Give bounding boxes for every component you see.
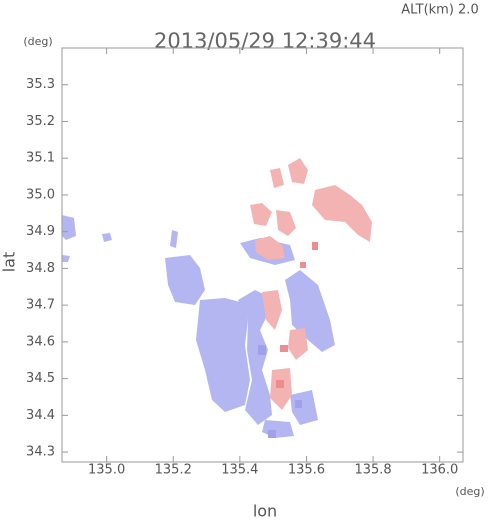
x-tick-label: 136.0 (421, 463, 458, 478)
x-tick-label: 135.8 (354, 463, 391, 478)
y-tick-label: 34.8 (26, 261, 55, 276)
altitude-annotation: ALT(km) 2.0 (401, 3, 478, 18)
y-tick-label: 35.1 (26, 151, 55, 166)
chart-title: 2013/05/29 12:39:44 (154, 29, 376, 53)
echo-field (62, 158, 372, 438)
x-tick-label: 135.6 (288, 463, 325, 478)
y-tick-label: 34.6 (26, 334, 55, 349)
y-tick-label: 34.9 (26, 224, 55, 239)
y-tick-label: 35.0 (26, 187, 55, 202)
x-unit: (deg) (455, 485, 484, 498)
y-tick-label: 34.3 (26, 445, 55, 460)
y-tick-label: 35.2 (26, 114, 55, 129)
y-tick-label: 34.4 (26, 408, 55, 423)
x-tick-label: 135.2 (155, 463, 192, 478)
y-tick-label: 34.5 (26, 371, 55, 386)
x-tick-label: 135.4 (221, 463, 258, 478)
plot-frame (61, 47, 464, 463)
x-tick-label: 135.0 (88, 463, 125, 478)
y-unit: (deg) (23, 35, 52, 48)
y-axis-label: lat (0, 252, 19, 273)
y-tick-label: 34.7 (26, 298, 55, 313)
y-tick-label: 35.3 (26, 77, 55, 92)
x-axis-label: lon (253, 502, 277, 521)
